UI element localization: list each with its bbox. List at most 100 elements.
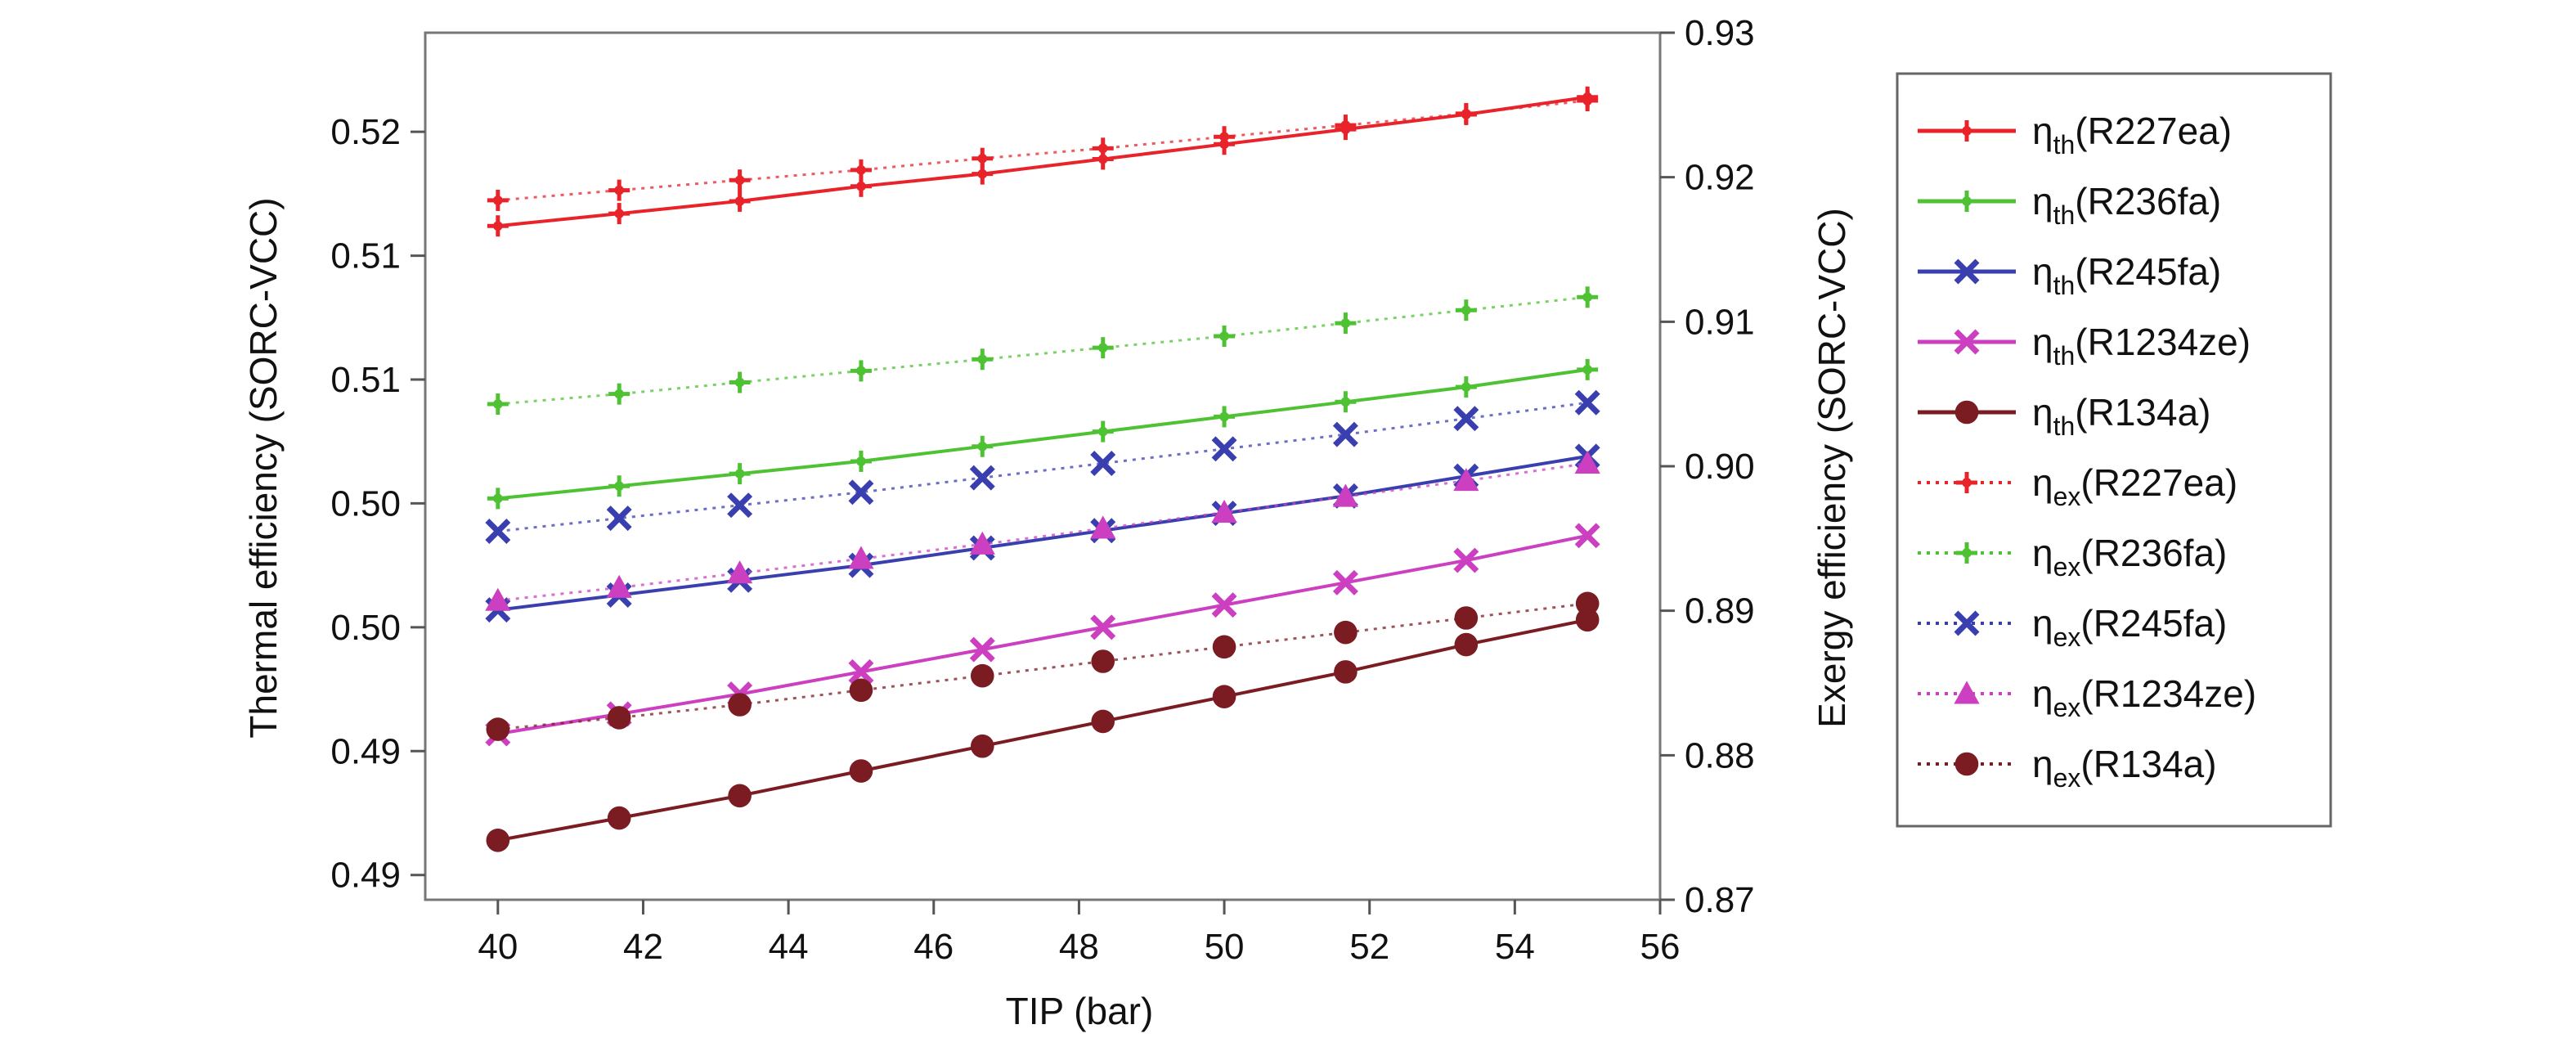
- data-point: [1214, 406, 1236, 428]
- series-eta-ex-r236fa: [487, 286, 1599, 416]
- x-tick-label: 44: [769, 927, 809, 967]
- series-line: [497, 367, 1588, 501]
- legend-label: ηth(R245fa): [2032, 250, 2221, 300]
- marker-stroke: [969, 465, 995, 491]
- data-point: [849, 759, 873, 783]
- data-point: [727, 492, 753, 519]
- marker-core: [734, 377, 745, 388]
- right-y-axis-title: Exergy efficiency (SORC-VCC): [1811, 208, 1853, 728]
- x-tick-label: 52: [1349, 927, 1389, 967]
- legend-label: ηth(R134a): [2032, 391, 2210, 441]
- legend-marker: [1954, 752, 1979, 776]
- data-point: [1575, 608, 1600, 632]
- right-y-tick-label: 0.89: [1685, 591, 1755, 631]
- left-y-tick-label: 0.49: [330, 731, 401, 771]
- legend-item: ηex(R236fa): [1918, 532, 2227, 582]
- x-axis-title: TIP (bar): [1006, 990, 1154, 1032]
- marker-core: [734, 469, 745, 479]
- marker-core: [614, 389, 625, 399]
- marker-stroke: [485, 519, 511, 544]
- marker-core: [1962, 196, 1972, 206]
- legend-marker: [1954, 610, 1980, 636]
- marker-stroke: [848, 658, 874, 685]
- series-eta-th-r236fa: [487, 358, 1599, 510]
- marker-core: [977, 169, 988, 179]
- left-y-tick-label: 0.50: [330, 608, 401, 648]
- marker-core: [1219, 411, 1229, 422]
- data-point: [1574, 450, 1600, 474]
- data-point: [1335, 312, 1357, 335]
- series-eta-th-r245fa: [485, 443, 1600, 623]
- data-point: [1212, 685, 1236, 708]
- marker-stroke: [727, 492, 753, 519]
- data-point: [1212, 635, 1236, 659]
- data-point: [1214, 326, 1236, 347]
- marker-core: [492, 221, 503, 231]
- marker-stroke: [1090, 450, 1116, 476]
- marker-core: [977, 441, 988, 452]
- marker-stroke: [1574, 523, 1600, 549]
- marker-core: [734, 175, 745, 186]
- data-point: [969, 531, 995, 555]
- data-point: [1577, 286, 1599, 308]
- left-y-axis-title: Thermal efficiency (SORC-VCC): [242, 197, 285, 738]
- data-point: [729, 169, 751, 191]
- marker-core: [1962, 126, 1972, 136]
- left-y-tick-label: 0.51: [330, 360, 401, 400]
- right-y-tick-label: 0.91: [1685, 302, 1755, 342]
- data-point: [850, 450, 872, 472]
- series-line: [497, 602, 1588, 730]
- data-point: [1332, 569, 1358, 595]
- series-eta-ex-r245fa: [485, 389, 1600, 544]
- legend-item: ηth(R134a): [1918, 391, 2210, 441]
- series-line: [497, 618, 1588, 843]
- marker-core: [614, 185, 625, 195]
- legend-marker: [1956, 191, 1977, 212]
- series-eta-ex-r227ea: [487, 90, 1599, 211]
- legend-item: ηth(R245fa): [1918, 250, 2221, 300]
- x-tick-label: 54: [1495, 927, 1535, 967]
- right-y-tick-label: 0.88: [1685, 735, 1755, 775]
- marker-stroke: [1954, 258, 1980, 285]
- marker-core: [1582, 292, 1593, 303]
- marker-core: [856, 164, 866, 175]
- data-point: [485, 519, 511, 544]
- marker-core: [977, 354, 988, 365]
- marker-core: [856, 181, 866, 191]
- data-point: [849, 678, 873, 703]
- data-point: [608, 179, 631, 201]
- x-axis: 40 42 44 46 48 50 52 54 56: [478, 900, 1680, 967]
- data-point: [728, 784, 752, 808]
- series-eta-th-r1234ze: [485, 523, 1600, 747]
- series-line: [497, 462, 1588, 602]
- left-y-axis: 0.49 0.49 0.50 0.50 0.51 0.51 0.52: [330, 112, 425, 896]
- marker-core: [492, 195, 503, 205]
- legend-label: ηth(R236fa): [2032, 180, 2221, 230]
- marker-stroke: [1211, 436, 1237, 462]
- series-eta-ex-r1234ze: [485, 450, 1600, 611]
- right-y-axis: 0.87 0.88 0.89 0.90 0.91 0.92 0.93: [1660, 13, 1755, 920]
- legend-marker: [1956, 120, 1977, 142]
- marker-stroke: [1332, 569, 1358, 595]
- marker-core: [614, 481, 625, 492]
- left-y-tick-label: 0.51: [330, 236, 401, 276]
- data-point: [848, 546, 874, 569]
- data-point: [607, 706, 631, 730]
- marker-core: [1219, 132, 1229, 142]
- legend-marker: [1956, 542, 1977, 564]
- data-point: [972, 348, 994, 371]
- data-point: [728, 693, 752, 717]
- data-point: [608, 383, 631, 405]
- data-point: [850, 360, 872, 382]
- data-point: [485, 587, 511, 611]
- legend-label: ηex(R1234ze): [2032, 672, 2256, 722]
- data-point: [486, 829, 510, 852]
- legend-marker: [1954, 681, 1980, 704]
- marker-core: [1962, 548, 1972, 558]
- legend: ηth(R227ea) ηth(R236fa) ηth(R245fa) ηth(R12…: [1896, 72, 2332, 828]
- legend-label: ηth(R1234ze): [2032, 321, 2251, 371]
- legend-item: ηth(R227ea): [1918, 110, 2232, 160]
- data-point: [606, 506, 632, 532]
- marker-core: [492, 399, 503, 409]
- marker-stroke: [848, 479, 874, 506]
